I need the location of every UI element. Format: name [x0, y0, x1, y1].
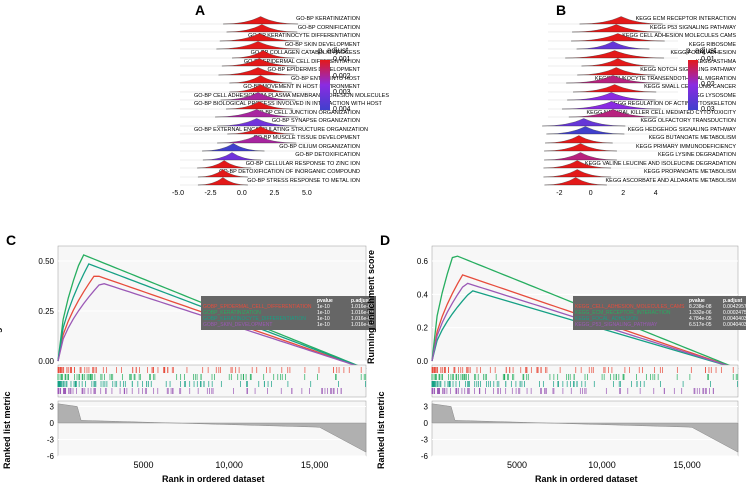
ridge-x-tick: 0 — [589, 190, 593, 197]
ridge-term-label: GO-BP CORNIFICATION — [194, 25, 360, 31]
svg-text:15,000: 15,000 — [301, 460, 329, 470]
y-label-es: Running enrichment score — [0, 249, 2, 363]
ridge-term-label: KEGG PROPANOATE METABOLISM — [570, 169, 736, 175]
ridge-term-label: KEGG P53 SIGNALING PATHWAY — [570, 25, 736, 31]
ridge-x-tick: -2 — [556, 190, 562, 197]
colorbar-title: p. adjust — [686, 46, 716, 55]
ridge-term-label: GO-BP CILIUM ORGANIZATION — [194, 144, 360, 150]
panel-d-label: D — [380, 232, 390, 248]
ridge-term-label: GO-BP DETOXIFICATION — [194, 152, 360, 158]
ridge-x-tick: -2.5 — [205, 190, 217, 197]
svg-text:0.2: 0.2 — [417, 324, 429, 333]
y-label-metric: Ranked list metric — [376, 391, 386, 469]
colorbar-tick: 0.01 — [701, 56, 715, 63]
colorbar-tick: 0.03 — [701, 106, 715, 113]
colorbar-tick: 0.003 — [333, 89, 351, 96]
ridge-term-label: KEGG ECM RECEPTOR INTERACTION — [570, 16, 736, 22]
colorbar — [688, 60, 698, 110]
ridge-term-label: GO-BP EXTERNAL ENCAPSULATING STRUCTURE O… — [194, 127, 360, 133]
gsea-legend: pvaluep.adjustKEGG_CELL_ADHESION_MOLECUL… — [573, 296, 746, 330]
svg-text:-6: -6 — [421, 452, 429, 461]
svg-text:-3: -3 — [421, 436, 429, 445]
colorbar-title: p. adjust — [318, 46, 348, 55]
svg-text:0.50: 0.50 — [38, 257, 54, 266]
svg-text:-3: -3 — [47, 436, 55, 445]
svg-text:-6: -6 — [47, 452, 55, 461]
ridge-term-label: GO-BP MUSCLE TISSUE DEVELOPMENT — [194, 135, 360, 141]
svg-text:10,000: 10,000 — [215, 460, 243, 470]
y-label-es: Running enrichment score — [366, 249, 376, 363]
colorbar — [320, 60, 330, 110]
x-label: Rank in ordered dataset — [535, 474, 638, 484]
svg-text:0.6: 0.6 — [417, 257, 429, 266]
svg-text:0: 0 — [50, 419, 55, 428]
ridge-term-label: KEGG PRIMARY IMMUNODEFICIENCY — [570, 144, 736, 150]
ridge-term-label: GO-BP KERATINOCYTE DIFFERENTIATION — [194, 33, 360, 39]
ridge-x-tick: 2.5 — [270, 190, 280, 197]
ridge-term-label: KEGG NOTCH SIGNALING PATHWAY — [570, 67, 736, 73]
svg-text:10,000: 10,000 — [588, 460, 616, 470]
colorbar-tick: 0.001 — [333, 56, 351, 63]
svg-text:5000: 5000 — [507, 460, 527, 470]
colorbar-tick: 0.002 — [333, 73, 351, 80]
ridge-term-label: GO-BP KERATINIZATION — [194, 16, 360, 22]
ridge-term-label: GO-BP SYNAPSE ORGANIZATION — [194, 118, 360, 124]
colorbar-tick: 0.02 — [701, 81, 715, 88]
ridge-plot-b: KEGG ECM RECEPTOR INTERACTION KEGG P53 SI… — [378, 12, 736, 212]
ridge-x-tick: 4 — [654, 190, 658, 197]
svg-text:3: 3 — [50, 403, 55, 412]
y-label-metric: Ranked list metric — [2, 391, 12, 469]
svg-text:0.0: 0.0 — [417, 357, 429, 366]
svg-text:0.00: 0.00 — [38, 357, 54, 366]
gsea-legend: pvaluep.adjustGOBP_EPIDERMAL_CELL_DIFFER… — [201, 296, 376, 330]
ridge-term-label: KEGG ASCORBATE AND ALDARATE METABOLISM — [570, 178, 736, 184]
gsea-plot-d: 0.00.20.40.6-6-303500010,00015,000Runnin… — [394, 240, 742, 495]
ridge-plot-a: GO-BP KERATINIZATION GO-BP CORNIFICATION G… — [10, 12, 360, 212]
ridge-term-label: KEGG BUTANOATE METABOLISM — [570, 135, 736, 141]
ridge-x-tick: 5.0 — [302, 190, 312, 197]
svg-text:3: 3 — [424, 403, 429, 412]
ridge-term-label: KEGG LYSINE DEGRADATION — [570, 152, 736, 158]
colorbar-tick: 0.004 — [333, 106, 351, 113]
svg-text:15,000: 15,000 — [673, 460, 701, 470]
ridge-x-tick: 2 — [621, 190, 625, 197]
svg-text:0.4: 0.4 — [417, 290, 429, 299]
gsea-plot-c: 0.000.250.50-6-303500010,00015,000Runnin… — [20, 240, 370, 495]
ridge-term-label: KEGG VALINE LEUCINE AND ISOLEUCINE DEGRA… — [570, 161, 736, 167]
x-label: Rank in ordered dataset — [162, 474, 265, 484]
ridge-term-label: KEGG CELL ADHESION MOLECULES CAMS — [570, 33, 736, 39]
svg-text:0: 0 — [424, 419, 429, 428]
panel-c-label: C — [6, 232, 16, 248]
svg-text:0.25: 0.25 — [38, 307, 54, 316]
svg-text:5000: 5000 — [134, 460, 154, 470]
ridge-x-tick: 0.0 — [237, 190, 247, 197]
ridge-x-tick: -5.0 — [172, 190, 184, 197]
